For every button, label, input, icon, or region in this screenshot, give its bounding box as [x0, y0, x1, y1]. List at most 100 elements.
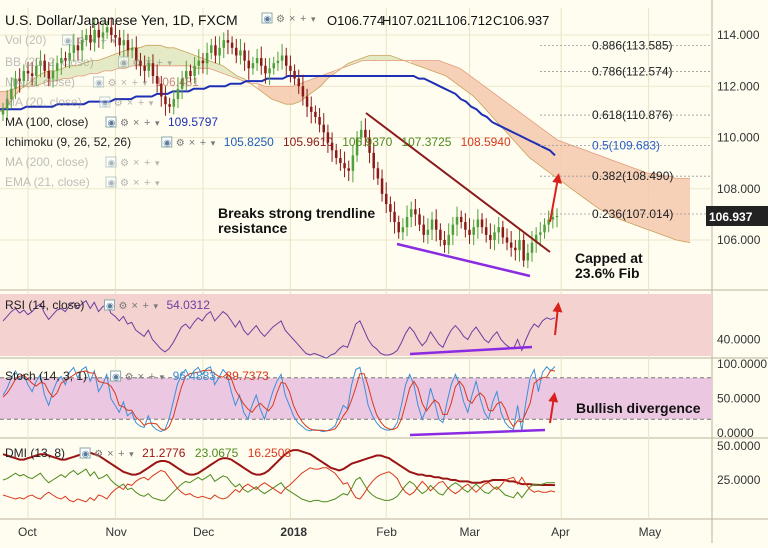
close-icon[interactable]: × — [145, 57, 151, 69]
indicator-controls[interactable]: ◉ ⚙ × + ▾ — [104, 299, 159, 312]
more-icon[interactable]: ▾ — [154, 301, 159, 311]
more-icon[interactable]: ▾ — [155, 158, 160, 168]
close-icon[interactable]: × — [133, 157, 139, 169]
indicator-controls[interactable]: ◉ ⚙ × + ▾ — [110, 370, 165, 383]
eye-icon[interactable] — [79, 447, 91, 459]
settings-icon[interactable]: ⚙ — [77, 36, 86, 47]
candle-body — [51, 70, 55, 79]
more-icon[interactable]: ▾ — [167, 58, 172, 68]
settings-icon[interactable]: ⚙ — [120, 118, 129, 129]
close-icon[interactable]: × — [138, 371, 144, 383]
more-icon[interactable]: ▾ — [149, 98, 154, 108]
more-icon[interactable]: ▾ — [143, 78, 148, 88]
candle-body — [151, 63, 155, 76]
add-icon[interactable]: + — [118, 448, 124, 460]
settings-icon[interactable]: ⚙ — [108, 78, 117, 89]
stoch-divergence-line[interactable] — [409, 428, 546, 437]
add-icon[interactable]: + — [101, 35, 107, 47]
eye-icon[interactable] — [161, 136, 173, 148]
more-icon[interactable]: ▾ — [160, 372, 165, 382]
indicator-legend-row[interactable]: EMA (21, close) ◉ ⚙ × + ▾ — [5, 175, 160, 189]
indicator-controls[interactable]: ◉ ⚙ × + ▾ — [93, 76, 148, 89]
close-icon[interactable]: × — [127, 97, 133, 109]
eye-icon[interactable] — [62, 34, 74, 46]
more-icon[interactable]: ▾ — [311, 14, 316, 24]
add-icon[interactable]: + — [149, 371, 155, 383]
eye-icon[interactable] — [99, 96, 111, 108]
indicator-legend-row[interactable]: Vol (20) ◉ ⚙ × + ▾ — [5, 33, 117, 47]
add-icon[interactable]: + — [300, 13, 306, 25]
add-icon[interactable]: + — [138, 97, 144, 109]
indicator-controls[interactable]: ◉ ⚙ × + ▾ — [62, 34, 117, 47]
add-icon[interactable]: + — [132, 77, 138, 89]
indicator-legend-row[interactable]: MA (20, close) ◉ ⚙ × + ▾ — [5, 95, 154, 109]
eye-icon[interactable] — [110, 370, 122, 382]
close-icon[interactable]: × — [133, 117, 139, 129]
eye-icon[interactable] — [117, 56, 129, 68]
add-icon[interactable]: + — [144, 177, 150, 189]
settings-icon[interactable]: ⚙ — [94, 449, 103, 460]
eye-glyph: ◉ — [163, 138, 171, 148]
settings-icon[interactable]: ⚙ — [276, 14, 285, 25]
subpane-legend[interactable]: DMI (13, 8) ◉ ⚙ × + ▾ 21.2776 23.0675 16.2508 — [5, 446, 291, 460]
eye-icon[interactable] — [104, 299, 115, 311]
more-icon[interactable]: ▾ — [129, 449, 134, 459]
eye-icon[interactable] — [105, 156, 117, 168]
indicator-name: Vol (20) — [5, 33, 46, 47]
indicator-controls[interactable]: ◉ ⚙ × + ▾ — [161, 136, 216, 149]
indicator-controls[interactable]: ◉ ⚙ × + ▾ — [105, 156, 160, 169]
eye-icon[interactable] — [105, 176, 117, 188]
settings-icon[interactable]: ⚙ — [119, 301, 128, 312]
settings-icon[interactable]: ⚙ — [132, 58, 141, 69]
subpane-legend[interactable]: Stoch (14, 3, 1) ◉ ⚙ × + ▾ 96.4883 89.7373 — [5, 369, 269, 383]
settings-icon[interactable]: ⚙ — [125, 372, 134, 383]
header-icons[interactable]: ◉ ⚙ × + ▾ — [261, 12, 316, 25]
eye-icon[interactable] — [261, 12, 273, 24]
indicator-controls[interactable]: ◉ ⚙ × + ▾ — [99, 96, 154, 109]
ohlc-value: H107.021 — [382, 13, 438, 28]
close-icon[interactable]: × — [189, 137, 195, 149]
candle-body — [343, 163, 346, 169]
indicator-legend-row[interactable]: MA (5, close) ◉ ⚙ × + ▾ 106.481 — [5, 75, 199, 89]
candle-body — [447, 234, 450, 246]
more-icon[interactable]: ▾ — [155, 118, 160, 128]
indicator-controls[interactable]: ◉ ⚙ × + ▾ — [105, 176, 160, 189]
indicator-legend-row[interactable]: MA (100, close) ◉ ⚙ × + ▾ 109.5797 — [5, 115, 218, 129]
candle-body — [251, 63, 255, 69]
candle-body — [401, 227, 405, 233]
indicator-legend-row[interactable]: Ichimoku (9, 26, 52, 26) ◉ ⚙ × + ▾ 105.8250 105… — [5, 135, 511, 149]
indicator-legend-row[interactable]: BB (20, 2, close) ◉ ⚙ × + ▾ — [5, 55, 172, 69]
more-icon[interactable]: ▾ — [155, 178, 160, 188]
add-icon[interactable]: + — [144, 117, 150, 129]
price-support-line[interactable] — [396, 242, 531, 278]
close-icon[interactable]: × — [107, 448, 113, 460]
more-icon[interactable]: ▾ — [112, 36, 117, 46]
close-icon[interactable]: × — [289, 13, 295, 25]
eye-icon[interactable] — [105, 116, 117, 128]
settings-icon[interactable]: ⚙ — [120, 158, 129, 169]
add-icon[interactable]: + — [156, 57, 162, 69]
rsi-divergence-line[interactable] — [409, 345, 533, 356]
close-icon[interactable]: × — [90, 35, 96, 47]
subpane-legend[interactable]: RSI (14, close) ◉ ⚙ × + ▾ 54.0312 — [5, 298, 210, 312]
add-icon[interactable]: + — [200, 137, 206, 149]
more-icon[interactable]: ▾ — [211, 138, 216, 148]
close-icon[interactable]: × — [121, 77, 127, 89]
downtrend-line[interactable] — [365, 112, 551, 253]
candle-body — [193, 65, 196, 76]
close-icon[interactable]: × — [132, 300, 138, 312]
candle-body — [230, 42, 234, 48]
settings-icon[interactable]: ⚙ — [114, 98, 123, 109]
add-icon[interactable]: + — [144, 157, 150, 169]
eye-icon[interactable] — [93, 76, 105, 88]
settings-icon[interactable]: ⚙ — [120, 178, 129, 189]
indicator-controls[interactable]: ◉ ⚙ × + ▾ — [79, 447, 134, 460]
add-icon[interactable]: + — [143, 300, 149, 312]
settings-icon[interactable]: ⚙ — [176, 138, 185, 149]
close-icon[interactable]: × — [133, 177, 139, 189]
indicator-controls[interactable]: ◉ ⚙ × + ▾ — [261, 12, 316, 25]
indicator-controls[interactable]: ◉ ⚙ × + ▾ — [105, 116, 160, 129]
indicator-controls[interactable]: ◉ ⚙ × + ▾ — [117, 56, 172, 69]
indicator-legend-row[interactable]: MA (200, close) ◉ ⚙ × + ▾ — [5, 155, 160, 169]
